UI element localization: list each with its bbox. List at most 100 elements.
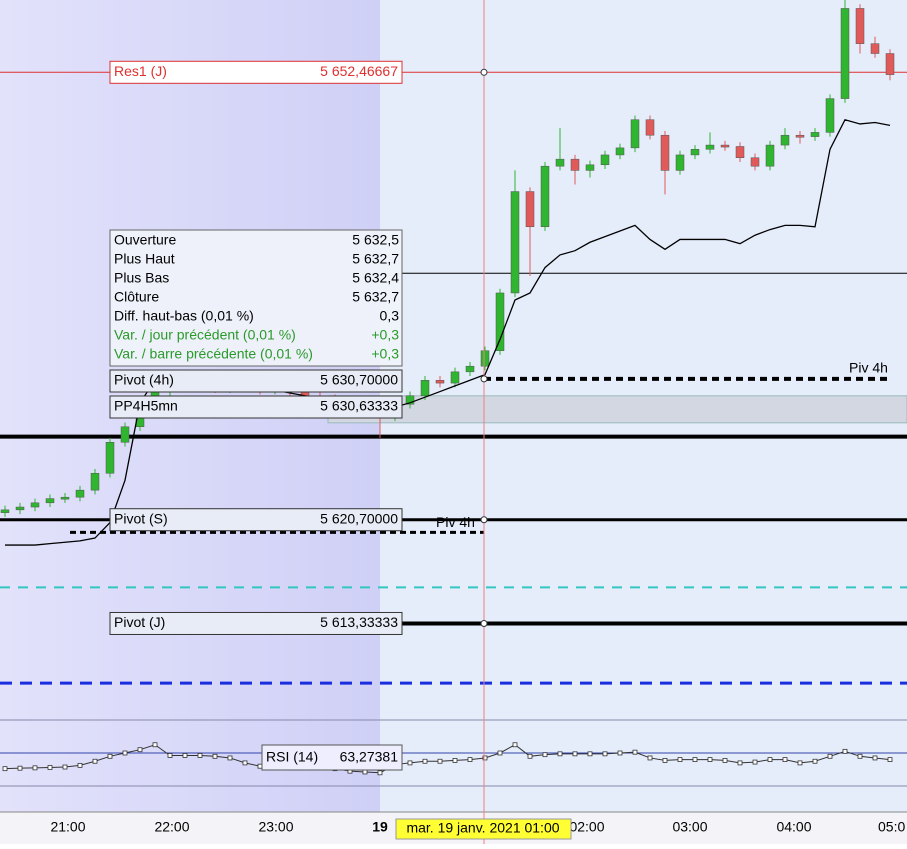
candle-body [60, 496, 70, 500]
candle-body [495, 292, 505, 351]
candle-body [705, 144, 715, 150]
piv-label: Piv 4h [436, 514, 475, 530]
crosshair-dot [480, 68, 488, 76]
rsi-point [257, 763, 263, 769]
rsi-point [842, 748, 848, 754]
level-value: 5 630,70000 [320, 372, 398, 388]
crosshair-dot [480, 516, 488, 524]
candle-body [795, 134, 805, 138]
level-box [109, 60, 403, 84]
candle-body [570, 158, 580, 171]
rsi-point [692, 757, 698, 762]
level-box [109, 395, 403, 419]
rsi-point [737, 760, 743, 766]
rsi-point [587, 751, 593, 757]
level-value: 5 652,46667 [320, 63, 398, 79]
level-name: PP4H5mn [114, 398, 178, 414]
level-name: Pivot (J) [114, 614, 165, 630]
piv-label: Piv 4h [849, 360, 888, 376]
rsi-line [4, 744, 891, 774]
crosshair-label: mar. 19 janv. 2021 01:00 [406, 820, 559, 836]
rsi-box [261, 744, 403, 771]
level-name: Pivot (4h) [114, 372, 174, 388]
candle-body [855, 8, 865, 44]
rsi-point [767, 757, 773, 762]
candle-body [105, 442, 115, 474]
rsi-point [467, 757, 473, 762]
rsi-point [152, 742, 158, 748]
rsi-point [242, 760, 248, 766]
candle-body [600, 154, 610, 166]
tooltip-label: Diff. haut-bas (0,01 %) [114, 308, 254, 324]
candle-body [555, 158, 565, 167]
rsi-point [707, 757, 713, 762]
rsi-point [632, 749, 638, 755]
rsi-point [527, 753, 533, 759]
rsi-point [422, 758, 428, 764]
rsi-point [662, 758, 668, 763]
time-label: 02:00 [569, 819, 604, 835]
rsi-point [752, 759, 758, 765]
rsi-point [377, 770, 383, 776]
candle-body [720, 144, 730, 148]
candle-body [840, 8, 850, 99]
rsi-point [2, 766, 8, 772]
level-value: 5 620,70000 [320, 510, 398, 526]
candle-body [885, 53, 895, 75]
rsi-point [512, 742, 518, 748]
candle-body [660, 134, 670, 171]
rsi-point [62, 764, 68, 770]
rsi-point [677, 757, 683, 762]
rsi-point [782, 757, 788, 762]
candle-body [510, 191, 520, 294]
candle-body [0, 509, 10, 513]
candle-body [525, 191, 535, 228]
candle-body [810, 132, 820, 137]
candle-body [480, 350, 490, 367]
rsi-point [602, 751, 608, 757]
rsi-point [557, 751, 563, 757]
time-label: 22:00 [154, 819, 189, 835]
level-name: Res1 (J) [114, 63, 167, 79]
candle-body [15, 506, 25, 511]
candle-body [450, 371, 460, 384]
candle-body [90, 472, 100, 491]
rsi-label: RSI (14) [266, 749, 318, 765]
candle-body [765, 144, 775, 167]
rsi-point [197, 753, 203, 758]
candle-body [30, 502, 40, 508]
rsi-point [107, 753, 113, 759]
rsi-point [437, 758, 443, 764]
rsi-point [617, 750, 623, 756]
rsi-point [827, 753, 833, 759]
tooltip-label: Plus Haut [114, 251, 175, 267]
tooltip-value: 5 632,5 [352, 232, 399, 248]
level-box [109, 369, 403, 393]
rsi-point [722, 758, 728, 763]
rsi-value: 63,27381 [340, 749, 399, 765]
time-label: 03:00 [672, 819, 707, 835]
pp-zone [327, 395, 907, 424]
time-label: 04:00 [776, 819, 811, 835]
rsi-point [497, 750, 503, 756]
tooltip-value: 5 632,7 [352, 289, 399, 305]
rsi-point [362, 769, 368, 775]
candle-body [750, 157, 760, 167]
candle-body [630, 119, 640, 149]
candle-body [120, 426, 130, 443]
level-box [109, 508, 403, 532]
time-label: 05:0 [878, 819, 905, 835]
tooltip-value: 5 632,4 [352, 270, 399, 286]
tooltip-label: Ouverture [114, 232, 176, 248]
candle-body [615, 147, 625, 156]
candle-body [435, 380, 445, 384]
time-label: 21:00 [50, 819, 85, 835]
tooltip-value: +0,3 [371, 327, 399, 343]
rsi-point [857, 753, 863, 759]
candle-body [75, 489, 85, 498]
rsi-point [167, 753, 173, 758]
tooltip-value: 5 632,7 [352, 251, 399, 267]
candle-body [645, 119, 655, 136]
rsi-point [812, 758, 818, 764]
